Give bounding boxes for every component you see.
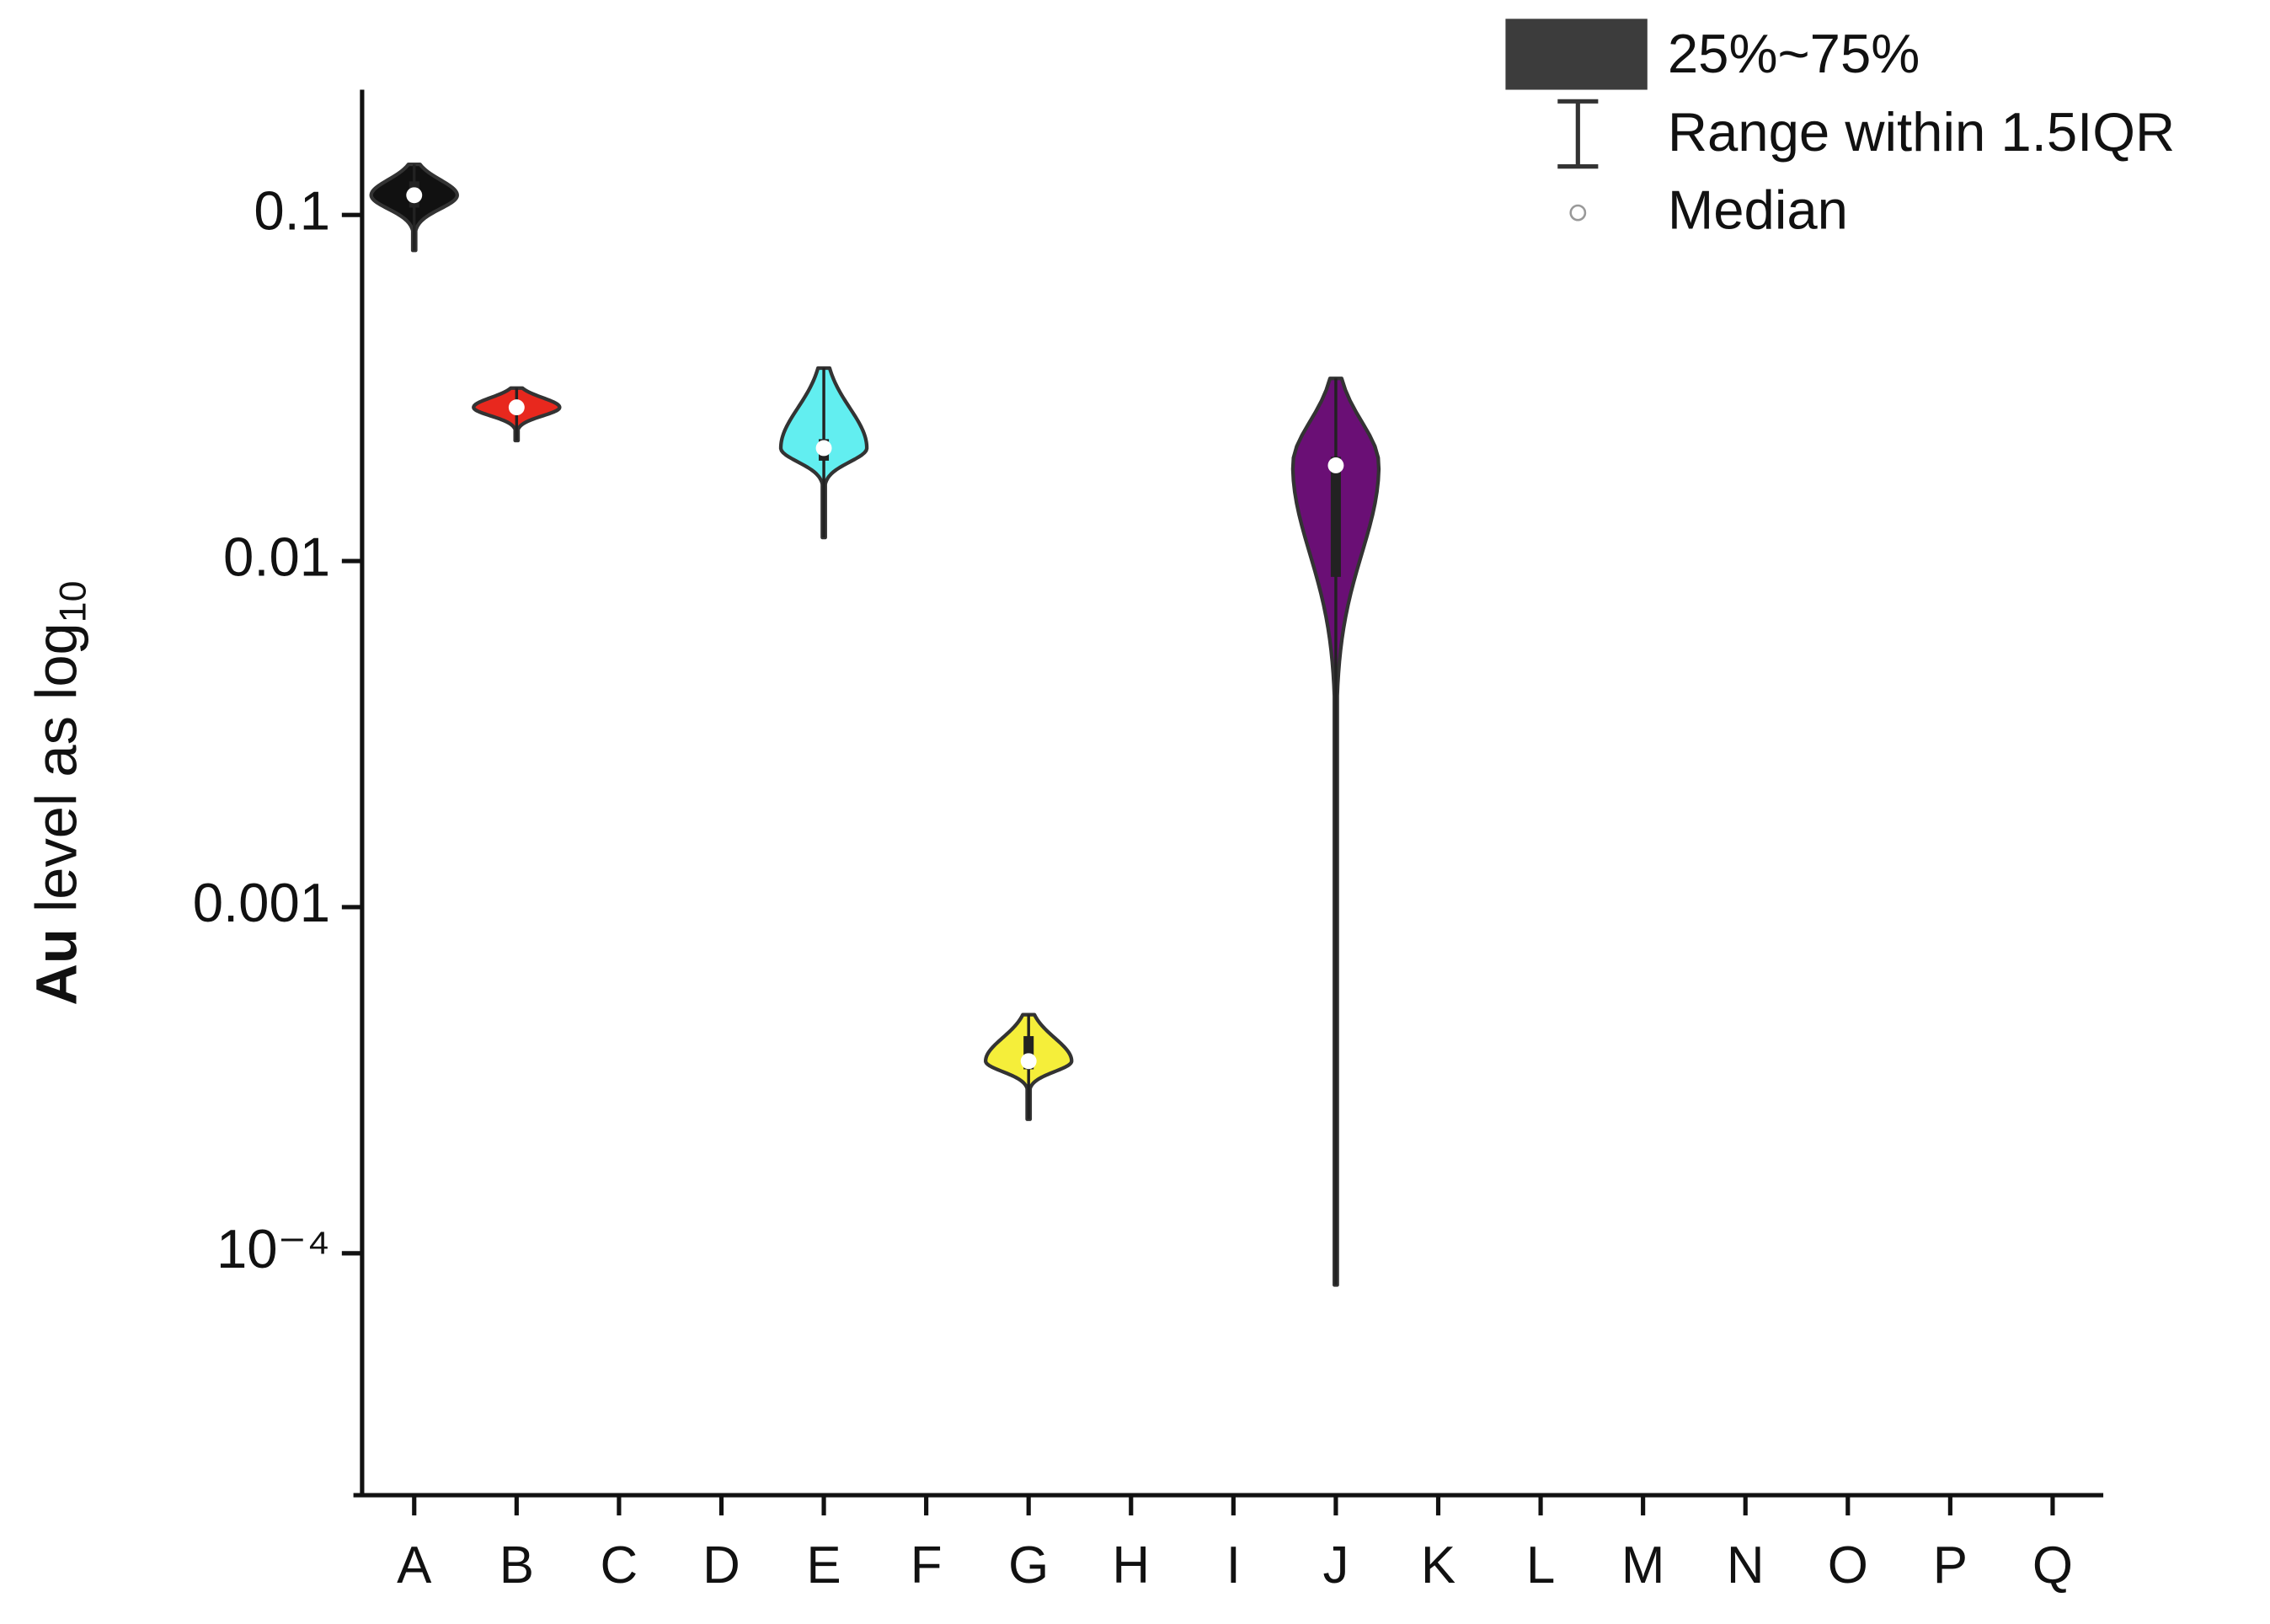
median — [1020, 1053, 1037, 1070]
x-tick-label: Q — [2032, 1536, 2073, 1595]
y-label-subscript: 10 — [52, 581, 93, 623]
x-tick-label: L — [1526, 1536, 1555, 1595]
legend-box-swatch — [1505, 19, 1648, 90]
x-tick-label: A — [397, 1536, 432, 1595]
x-tick-label: O — [1828, 1536, 1868, 1595]
x-tick-label: M — [1621, 1536, 1665, 1595]
legend-label: 25%~75% — [1668, 23, 1920, 84]
y-label-text: level as log — [24, 622, 89, 912]
x-tick-label: E — [806, 1536, 841, 1595]
median — [406, 187, 423, 204]
median — [815, 440, 832, 457]
median — [508, 399, 525, 416]
x-tick-label: N — [1727, 1536, 1765, 1595]
x-tick-label: B — [499, 1536, 534, 1595]
x-tick-label: I — [1226, 1536, 1241, 1595]
y-label-bold: Au — [24, 928, 89, 1006]
iqr-box — [1330, 457, 1341, 577]
y-tick-label: 0.001 — [193, 872, 330, 933]
y-tick-label: 0.1 — [254, 179, 330, 241]
legend-label: Median — [1668, 179, 1848, 241]
x-tick-label: H — [1112, 1536, 1150, 1595]
y-tick-label: 0.01 — [223, 526, 330, 587]
legend-median-swatch — [1569, 204, 1587, 222]
legend-label: Range within 1.5IQR — [1668, 101, 2175, 163]
x-tick-label: D — [702, 1536, 740, 1595]
x-tick-label: G — [1008, 1536, 1049, 1595]
median — [1327, 457, 1344, 473]
y-tick-label: 10⁻⁴ — [216, 1218, 330, 1279]
y-axis-label: Au level as log10 — [24, 581, 94, 1006]
legend-range-swatch — [1557, 99, 1599, 169]
x-tick-label: K — [1421, 1536, 1455, 1595]
x-tick-label: J — [1322, 1536, 1349, 1595]
x-tick-label: P — [1933, 1536, 1968, 1595]
x-tick-label: C — [601, 1536, 638, 1595]
x-tick-label: F — [911, 1536, 943, 1595]
